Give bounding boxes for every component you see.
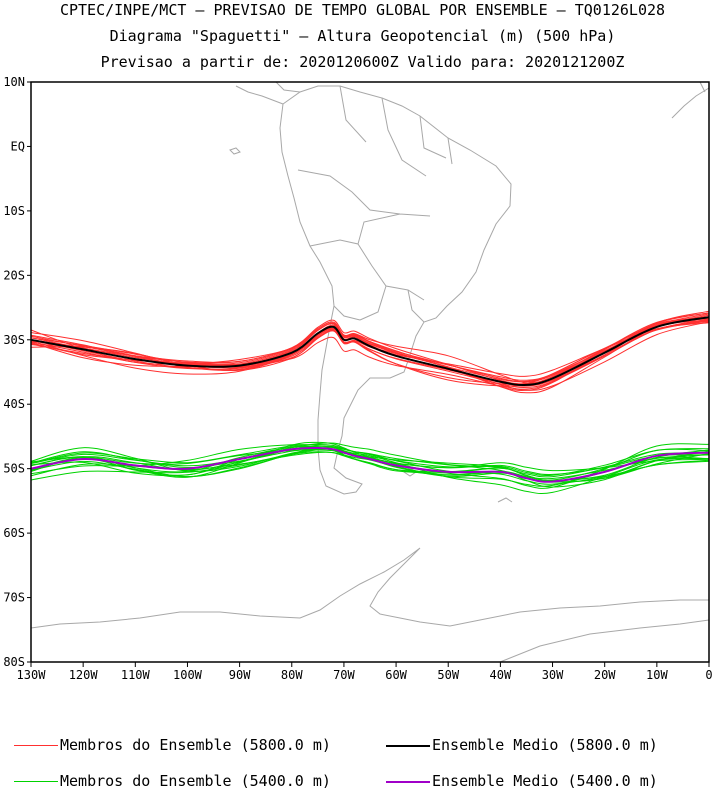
x-tick-label: 110W xyxy=(121,668,151,682)
legend-item-members-5400: Membros do Ensemble (5400.0 m) xyxy=(14,772,331,790)
x-tick-label: 40W xyxy=(490,668,512,682)
plot-frame xyxy=(30,81,710,663)
x-tick-label: 100W xyxy=(173,668,203,682)
x-tick-label: 20W xyxy=(594,668,616,682)
y-tick-label: 30S xyxy=(3,333,25,347)
x-tick-label: 70W xyxy=(333,668,355,682)
base-map xyxy=(30,81,710,663)
y-tick-label: 70S xyxy=(3,591,25,605)
y-tick-label: 10S xyxy=(3,204,25,218)
ensemble-means xyxy=(30,316,710,483)
y-tick-label: 20S xyxy=(3,268,25,282)
y-tick-label: 40S xyxy=(3,397,25,411)
legend-label: Membros do Ensemble (5400.0 m) xyxy=(60,772,331,790)
ensemble-member-line xyxy=(30,448,710,495)
legend-item-mean-5800: Ensemble Medio (5800.0 m) xyxy=(386,736,658,754)
country-borders xyxy=(297,85,453,323)
ensemble-member-line xyxy=(30,313,710,385)
legend-swatch-red xyxy=(14,745,58,746)
antarctica-interior-coastline xyxy=(499,619,710,663)
x-tick-label: 50W xyxy=(437,668,459,682)
legend-label: Ensemble Medio (5400.0 m) xyxy=(432,772,658,790)
chart-title-line-2: Diagrama "Spaguetti" – Altura Geopotenci… xyxy=(109,27,616,45)
x-tick-label: 120W xyxy=(69,668,99,682)
legend-swatch-black xyxy=(386,744,430,747)
x-tick-label: 30W xyxy=(542,668,564,682)
africa-coastline xyxy=(671,81,710,119)
x-tick-label: 80W xyxy=(281,668,303,682)
x-tick-label: 10W xyxy=(646,668,668,682)
chart-title-line-3: Previsao a partir de: 2020120600Z Valido… xyxy=(100,53,625,71)
legend-label: Membros do Ensemble (5800.0 m) xyxy=(60,736,331,754)
legend-swatch-purple xyxy=(386,780,430,783)
x-tick-label: 0 xyxy=(705,668,712,682)
plot-area xyxy=(31,82,709,662)
legend-item-mean-5400: Ensemble Medio (5400.0 m) xyxy=(386,772,658,790)
legend-label: Ensemble Medio (5800.0 m) xyxy=(432,736,658,754)
south-america-coastline xyxy=(279,85,512,495)
ensemble-member-line xyxy=(30,446,710,485)
y-tick-label: 60S xyxy=(3,526,25,540)
ensemble-member-line xyxy=(30,317,710,390)
y-tick-label: 10N xyxy=(3,75,25,89)
ensemble-mean-line xyxy=(30,446,710,483)
spaghetti-chart: 130W 120W 110W 100W 90W 80W 70W 60W 50W 40W 30W 20W… xyxy=(3,75,713,682)
ensemble-member-line xyxy=(30,442,710,478)
ensemble-member-line xyxy=(30,447,710,472)
x-tick-label: 130W xyxy=(17,668,47,682)
legend-item-members-5800: Membros do Ensemble (5800.0 m) xyxy=(14,736,331,754)
x-axis: 130W 120W 110W 100W 90W 80W 70W 60W 50W 40W 30W 20W… xyxy=(17,662,713,682)
x-tick-label: 90W xyxy=(229,668,251,682)
y-axis: 10N EQ 10S 20S 30S 40S 50S 60S 70S 80S xyxy=(3,75,31,669)
galapagos xyxy=(229,147,241,155)
ensemble-mean-line xyxy=(30,316,710,387)
ensemble-member-line xyxy=(30,320,710,385)
antarctica-coastline xyxy=(30,547,709,629)
y-tick-label: EQ xyxy=(11,139,25,153)
central-america-coastline xyxy=(235,81,301,105)
y-tick-label: 50S xyxy=(3,462,25,476)
south-georgia xyxy=(497,497,513,503)
y-tick-label: 80S xyxy=(3,655,25,669)
chart-title-line-1: CPTEC/INPE/MCT – PREVISAO DE TEMPO GLOBA… xyxy=(59,1,666,19)
ensemble-member-line xyxy=(30,321,710,391)
x-tick-label: 60W xyxy=(385,668,407,682)
legend-swatch-green xyxy=(14,781,58,782)
